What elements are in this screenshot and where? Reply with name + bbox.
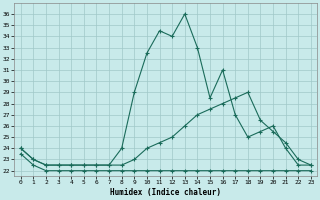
X-axis label: Humidex (Indice chaleur): Humidex (Indice chaleur) bbox=[110, 188, 221, 197]
